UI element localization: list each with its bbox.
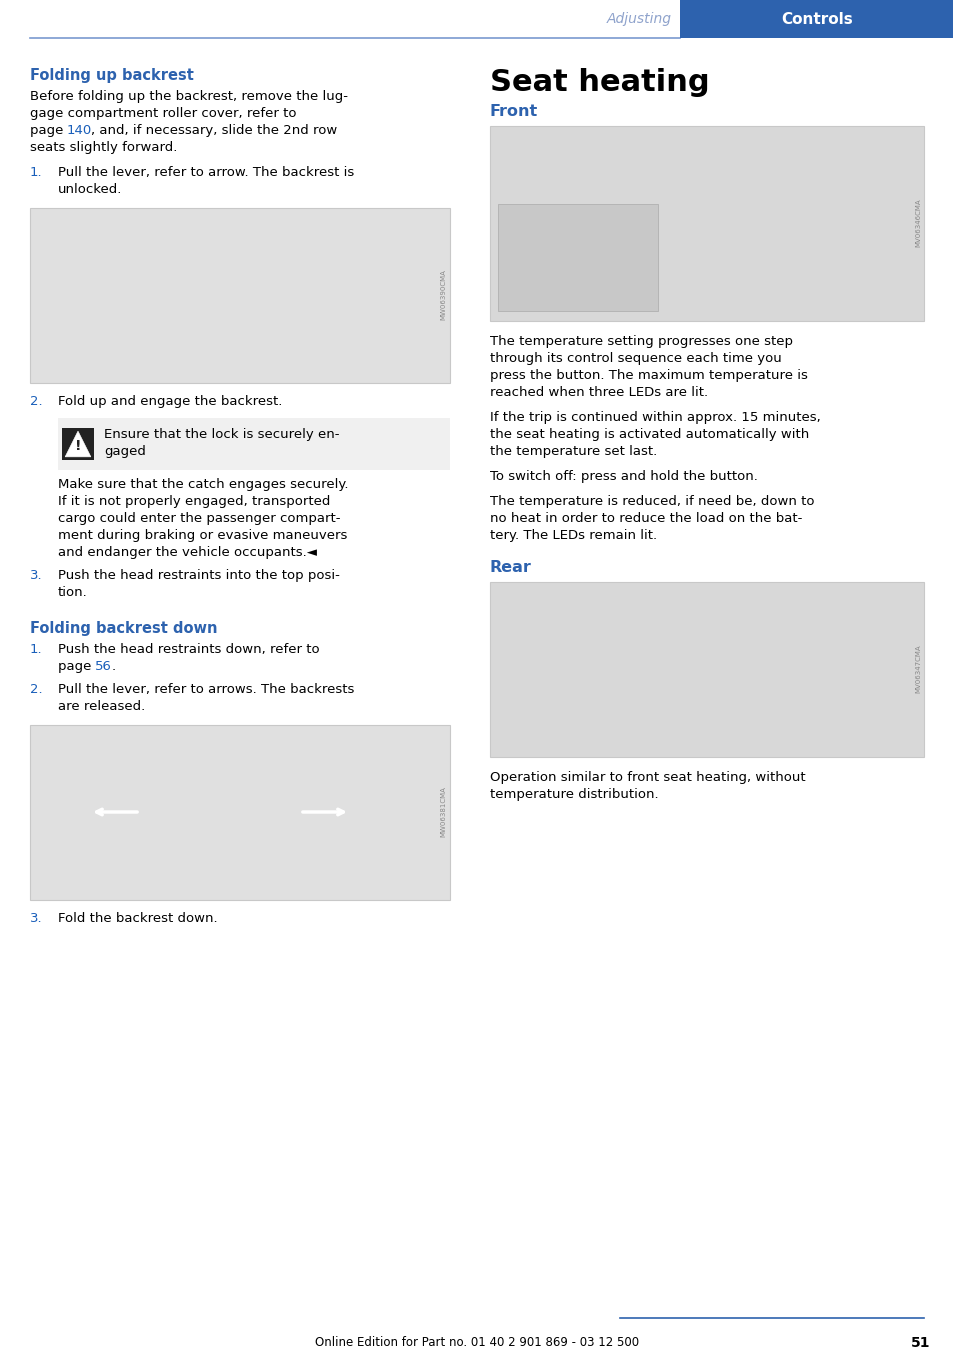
Polygon shape	[65, 431, 91, 456]
Text: Operation similar to front seat heating, without: Operation similar to front seat heating,…	[490, 770, 804, 784]
Text: reached when three LEDs are lit.: reached when three LEDs are lit.	[490, 386, 707, 399]
Text: Online Edition for Part no. 01 40 2 901 869 - 03 12 500: Online Edition for Part no. 01 40 2 901 …	[314, 1336, 639, 1349]
Text: Make sure that the catch engages securely.: Make sure that the catch engages securel…	[58, 478, 348, 492]
Text: no heat in order to reduce the load on the bat-: no heat in order to reduce the load on t…	[490, 512, 801, 525]
Text: page: page	[58, 659, 95, 673]
Text: The temperature is reduced, if need be, down to: The temperature is reduced, if need be, …	[490, 496, 814, 508]
Bar	[490, 126, 923, 321]
Text: Ensure that the lock is securely en-: Ensure that the lock is securely en-	[104, 428, 339, 441]
Text: 1.: 1.	[30, 167, 43, 179]
Text: the temperature set last.: the temperature set last.	[490, 445, 657, 458]
Text: Front: Front	[490, 104, 537, 119]
Text: Folding up backrest: Folding up backrest	[30, 68, 193, 83]
Text: tery. The LEDs remain lit.: tery. The LEDs remain lit.	[490, 529, 657, 542]
Text: Push the head restraints down, refer to: Push the head restraints down, refer to	[58, 643, 319, 655]
Bar	[30, 209, 450, 383]
Text: Push the head restraints into the top posi-: Push the head restraints into the top po…	[58, 569, 339, 582]
Text: Controls: Controls	[781, 11, 852, 27]
Text: Fold the backrest down.: Fold the backrest down.	[58, 913, 217, 925]
Text: tion.: tion.	[58, 586, 88, 598]
Text: If it is not properly engaged, transported: If it is not properly engaged, transport…	[58, 496, 330, 508]
Text: gaged: gaged	[104, 445, 146, 458]
Text: To switch off: press and hold the button.: To switch off: press and hold the button…	[490, 470, 757, 483]
Text: temperature distribution.: temperature distribution.	[490, 788, 658, 802]
Text: 1.: 1.	[30, 643, 43, 655]
Bar	[58, 418, 450, 470]
Text: Rear: Rear	[490, 561, 532, 575]
Text: .: .	[112, 659, 116, 673]
Text: unlocked.: unlocked.	[58, 183, 122, 196]
Text: Folding backrest down: Folding backrest down	[30, 621, 217, 636]
Bar	[497, 203, 658, 311]
Bar	[30, 724, 450, 900]
Text: 2.: 2.	[30, 682, 43, 696]
Text: 140: 140	[67, 125, 92, 137]
Text: Before folding up the backrest, remove the lug-: Before folding up the backrest, remove t…	[30, 89, 348, 103]
Text: Seat heating: Seat heating	[490, 68, 709, 97]
Text: seats slightly forward.: seats slightly forward.	[30, 141, 177, 154]
Text: , and, if necessary, slide the 2nd row: , and, if necessary, slide the 2nd row	[91, 125, 337, 137]
Text: ment during braking or evasive maneuvers: ment during braking or evasive maneuvers	[58, 529, 347, 542]
Text: Adjusting: Adjusting	[606, 12, 671, 26]
Bar	[490, 582, 923, 757]
Text: The temperature setting progresses one step: The temperature setting progresses one s…	[490, 334, 792, 348]
Text: the seat heating is activated automatically with: the seat heating is activated automatica…	[490, 428, 808, 441]
Text: 51: 51	[909, 1336, 929, 1350]
Text: MW06381CMA: MW06381CMA	[439, 787, 446, 837]
Text: page: page	[30, 125, 68, 137]
Text: 3.: 3.	[30, 569, 43, 582]
Text: MW06390CMA: MW06390CMA	[439, 269, 446, 321]
Bar	[679, 0, 953, 38]
Text: MV06346CMA: MV06346CMA	[914, 199, 920, 248]
Text: Pull the lever, refer to arrow. The backrest is: Pull the lever, refer to arrow. The back…	[58, 167, 354, 179]
Text: Pull the lever, refer to arrows. The backrests: Pull the lever, refer to arrows. The bac…	[58, 682, 354, 696]
Text: 2.: 2.	[30, 395, 43, 408]
Bar	[62, 428, 94, 460]
Text: 3.: 3.	[30, 913, 43, 925]
Text: 56: 56	[95, 659, 112, 673]
Text: gage compartment roller cover, refer to: gage compartment roller cover, refer to	[30, 107, 296, 121]
Text: MV06347CMA: MV06347CMA	[914, 645, 920, 693]
Text: and endanger the vehicle occupants.◄: and endanger the vehicle occupants.◄	[58, 546, 316, 559]
Text: cargo could enter the passenger compart-: cargo could enter the passenger compart-	[58, 512, 340, 525]
Text: press the button. The maximum temperature is: press the button. The maximum temperatur…	[490, 370, 807, 382]
Text: through its control sequence each time you: through its control sequence each time y…	[490, 352, 781, 366]
Text: are released.: are released.	[58, 700, 145, 714]
Text: Fold up and engage the backrest.: Fold up and engage the backrest.	[58, 395, 282, 408]
Text: !: !	[74, 439, 81, 452]
Text: If the trip is continued within approx. 15 minutes,: If the trip is continued within approx. …	[490, 412, 820, 424]
